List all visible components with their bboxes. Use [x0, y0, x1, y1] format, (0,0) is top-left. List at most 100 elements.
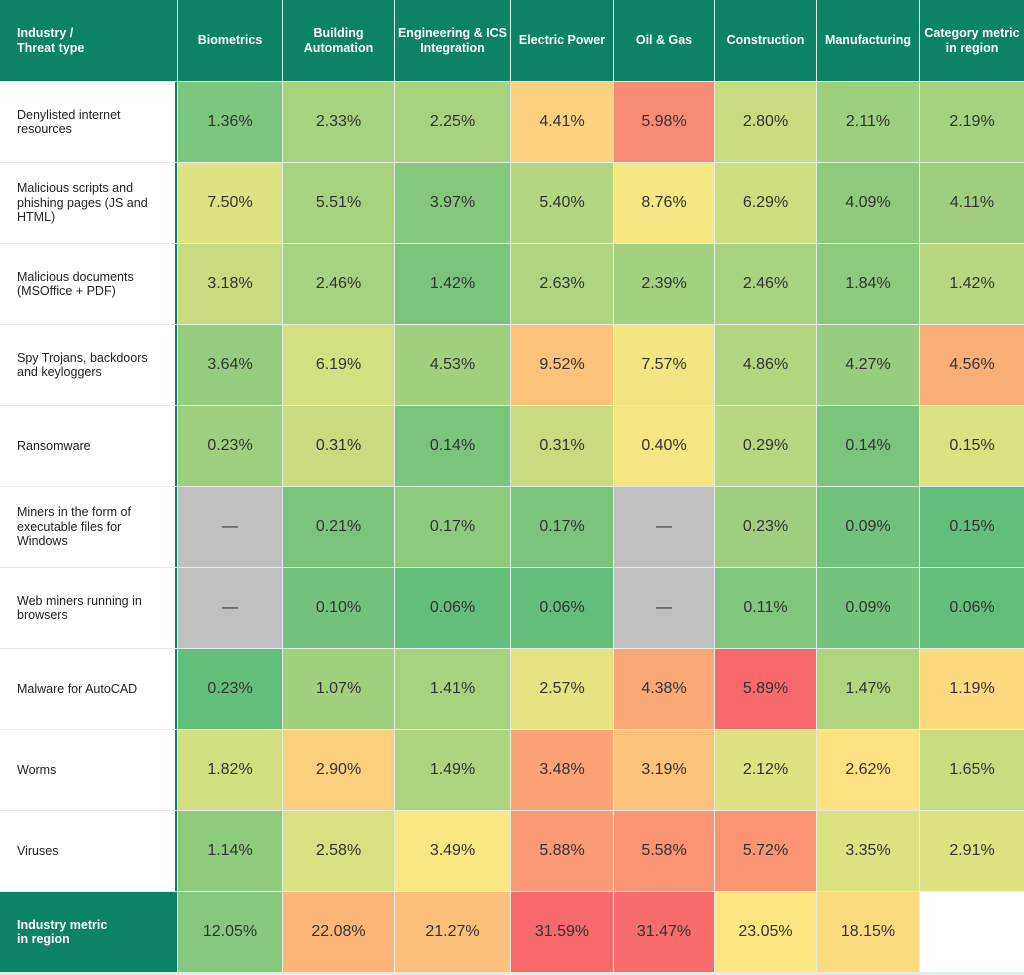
row-label: Worms [0, 730, 177, 810]
row-label: Miners in the form of executable files f… [0, 487, 177, 567]
column-header: Building Automation [283, 0, 394, 81]
heat-cell: 0.17% [395, 487, 510, 567]
heat-cell: 3.97% [395, 163, 510, 243]
heat-cell: 1.41% [395, 649, 510, 729]
heat-cell: 3.48% [511, 730, 613, 810]
heat-cell: 5.40% [511, 163, 613, 243]
heat-cell: 0.10% [283, 568, 394, 648]
heat-cell: 0.09% [817, 487, 919, 567]
heat-cell: 0.21% [283, 487, 394, 567]
heat-cell: 22.08% [283, 892, 394, 972]
heat-cell: 1.84% [817, 244, 919, 324]
row-label: Malware for AutoCAD [0, 649, 177, 729]
heat-cell: 6.19% [283, 325, 394, 405]
heat-cell: 2.63% [511, 244, 613, 324]
heat-cell: 2.58% [283, 811, 394, 891]
row-label: Malicious scripts and phishing pages (JS… [0, 163, 177, 243]
heat-cell: 0.14% [395, 406, 510, 486]
heat-cell: 2.12% [715, 730, 816, 810]
heat-cell: 0.15% [920, 406, 1024, 486]
heat-cell: 5.98% [614, 82, 714, 162]
heat-cell: 1.42% [920, 244, 1024, 324]
heat-cell: 5.51% [283, 163, 394, 243]
heat-cell: 4.09% [817, 163, 919, 243]
heat-cell: 1.42% [395, 244, 510, 324]
row-label: Ransomware [0, 406, 177, 486]
column-header: Oil & Gas [614, 0, 714, 81]
heat-cell: 3.18% [178, 244, 282, 324]
heat-cell: 5.88% [511, 811, 613, 891]
heat-cell: 31.47% [614, 892, 714, 972]
row-label: Spy Trojans, backdoors and keyloggers [0, 325, 177, 405]
heat-cell: 2.39% [614, 244, 714, 324]
heat-cell: 0.11% [715, 568, 816, 648]
heat-cell: 1.49% [395, 730, 510, 810]
row-label: Denylisted internet resources [0, 82, 177, 162]
heat-cell: 1.36% [178, 82, 282, 162]
heat-cell: 31.59% [511, 892, 613, 972]
heat-cell: 0.06% [511, 568, 613, 648]
column-header: Industry / Threat type [0, 0, 177, 81]
heat-cell: 0.17% [511, 487, 613, 567]
heat-cell: 8.76% [614, 163, 714, 243]
heat-cell: 0.15% [920, 487, 1024, 567]
heat-cell: 21.27% [395, 892, 510, 972]
heat-cell: 4.11% [920, 163, 1024, 243]
heat-cell: 5.58% [614, 811, 714, 891]
column-header: Biometrics [178, 0, 282, 81]
heat-cell: — [178, 568, 282, 648]
heat-cell: 2.57% [511, 649, 613, 729]
heat-cell: 2.90% [283, 730, 394, 810]
heat-cell: 2.19% [920, 82, 1024, 162]
heat-cell: — [614, 487, 714, 567]
heat-cell: 2.62% [817, 730, 919, 810]
heat-cell: 7.57% [614, 325, 714, 405]
heat-cell: 1.19% [920, 649, 1024, 729]
empty-cell [920, 892, 1024, 972]
heat-cell: 0.40% [614, 406, 714, 486]
column-header: Category metric in region [920, 0, 1024, 81]
heat-cell: 0.09% [817, 568, 919, 648]
heat-cell: 23.05% [715, 892, 816, 972]
heat-cell: 0.06% [920, 568, 1024, 648]
row-label: Viruses [0, 811, 177, 891]
heat-cell: 4.41% [511, 82, 613, 162]
heat-cell: 3.49% [395, 811, 510, 891]
heat-cell: 4.38% [614, 649, 714, 729]
row-label: Web miners running in browsers [0, 568, 177, 648]
heat-cell: 1.14% [178, 811, 282, 891]
footer-label: Industry metric in region [0, 892, 177, 972]
heat-cell: 0.23% [178, 649, 282, 729]
heat-cell: 0.23% [178, 406, 282, 486]
heat-cell: 18.15% [817, 892, 919, 972]
heat-cell: 1.07% [283, 649, 394, 729]
heat-cell: 4.86% [715, 325, 816, 405]
heat-cell: 2.33% [283, 82, 394, 162]
heat-cell: 5.89% [715, 649, 816, 729]
heat-cell: 3.35% [817, 811, 919, 891]
heat-cell: 4.53% [395, 325, 510, 405]
heat-cell: 0.23% [715, 487, 816, 567]
heat-cell: 4.27% [817, 325, 919, 405]
heat-cell: 4.56% [920, 325, 1024, 405]
heat-cell: 1.65% [920, 730, 1024, 810]
heat-cell: 5.72% [715, 811, 816, 891]
row-label: Malicious documents (MSOffice + PDF) [0, 244, 177, 324]
heat-cell: 1.82% [178, 730, 282, 810]
heat-cell: 0.14% [817, 406, 919, 486]
heat-cell: — [614, 568, 714, 648]
column-header: Construction [715, 0, 816, 81]
heat-cell: 0.31% [511, 406, 613, 486]
heat-cell: 2.91% [920, 811, 1024, 891]
heat-cell: 3.19% [614, 730, 714, 810]
heat-cell: 0.29% [715, 406, 816, 486]
heat-cell: 2.46% [715, 244, 816, 324]
heat-cell: 12.05% [178, 892, 282, 972]
heat-cell: 0.31% [283, 406, 394, 486]
heat-cell: 1.47% [817, 649, 919, 729]
heat-cell: 2.25% [395, 82, 510, 162]
heat-cell: 2.11% [817, 82, 919, 162]
heat-cell: 9.52% [511, 325, 613, 405]
column-header: Engineering & ICS Integration [395, 0, 510, 81]
